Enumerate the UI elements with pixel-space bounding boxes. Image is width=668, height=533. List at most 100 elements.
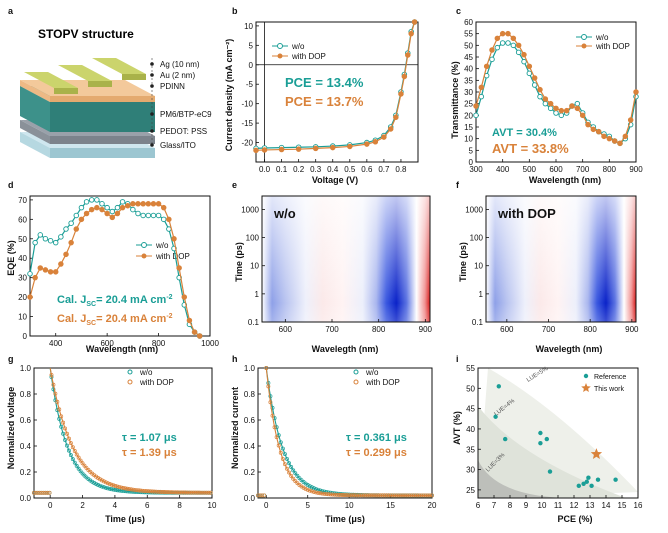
- panel-h-data-point: [305, 487, 310, 492]
- panel-d-dop-data-point: [94, 204, 100, 211]
- panel-e-heatmap: Time (ps) Wavelegth (nm) w/o 600 700 800 900…: [234, 195, 433, 354]
- panel-d-dop-data-point: [104, 210, 110, 217]
- panel-b-ytick-label: 5: [249, 41, 254, 50]
- panel-b-xtick-label: 0.0: [259, 165, 271, 174]
- panel-d-wo-data-point: [73, 212, 80, 219]
- panel-b-dop-data-point: [295, 146, 302, 152]
- panel-d-dop-data-point: [119, 204, 126, 211]
- panel-g-data-point: [68, 441, 73, 446]
- panel-d-dop-data-point: [32, 274, 38, 281]
- panel-i-ytick-label: 45: [466, 405, 475, 414]
- panel-letter-a: a: [8, 6, 14, 16]
- panel-e-xtick-label: 600: [279, 325, 293, 334]
- panel-i-xtick-label: 8: [508, 501, 513, 510]
- panel-d-legend-wo: w/o: [155, 241, 169, 250]
- panel-g-data-point: [103, 480, 108, 485]
- panel-b-xtick-label: 0.1: [276, 165, 288, 174]
- panel-c-ytick-label: 10: [464, 135, 473, 144]
- panel-d-wo-data-point: [99, 201, 105, 207]
- panel-letter-d: d: [8, 180, 14, 190]
- panel-d-eqe-chart: EQE (%) Wavelength (nm) w/o with DOP Cal…: [6, 195, 219, 354]
- panel-h-data-point: [287, 461, 292, 466]
- panel-f-ytick-label: 1: [479, 290, 484, 299]
- panel-d-dop-data-point: [68, 239, 74, 246]
- panel-a-structure: STOPV structure Ag (10 nm) Au (2 nm): [20, 27, 212, 158]
- panel-c-xtick-label: 300: [469, 165, 483, 174]
- panel-i-ylabel: AVT (%): [452, 411, 462, 445]
- panel-i-reference-point: [544, 436, 549, 442]
- panel-d-wo-data-point: [94, 197, 100, 203]
- panel-b-ytick-label: -5: [246, 80, 254, 89]
- panel-g-data-point: [47, 490, 52, 495]
- panel-g-xlabel: Time (μs): [105, 514, 145, 524]
- panel-c-dop-data-point: [627, 117, 634, 123]
- panel-g-data-point: [68, 453, 73, 458]
- panel-c-wo-data-point: [553, 110, 559, 116]
- panel-d-dop-data-point: [47, 269, 54, 275]
- panel-d-dop-data-point: [124, 202, 131, 209]
- panel-e-ytick-label: 1: [255, 290, 260, 299]
- panel-c-wo-data-point: [510, 42, 517, 49]
- panel-i-xtick-label: 7: [492, 501, 497, 510]
- panel-i-reference-point: [589, 483, 594, 489]
- panel-d-ytick-label: 20: [18, 293, 27, 302]
- panel-c-dop-data-point: [510, 35, 517, 42]
- panel-b-xtick-label: 0.3: [310, 165, 322, 174]
- panel-d-dop-series-line: [29, 203, 201, 337]
- panel-b-dop-data-point: [253, 147, 259, 154]
- panel-i-avt-vs-pce: AVT (%) PCE (%) LUE=5%LUE=4%LUE=3%6 7 8 9 10…: [452, 364, 643, 524]
- panel-f-xlabel: Wavelegth (nm): [536, 344, 603, 354]
- panel-g-ytick-label: 0.2: [20, 468, 32, 477]
- panel-d-dop-data-point: [140, 201, 146, 207]
- panel-h-data-point: [282, 462, 287, 467]
- panel-b-pce-dop: PCE = 13.7%: [285, 94, 364, 109]
- panel-b-xtick-label: 0.7: [378, 165, 390, 174]
- panel-g-ytick-label: 0.8: [20, 390, 32, 399]
- panel-b-dop-data-point: [405, 52, 411, 58]
- panel-i-xtick-label: 14: [602, 501, 611, 510]
- panel-d-dop-data-point: [135, 201, 141, 207]
- panel-d-dop-data-point: [191, 329, 198, 335]
- panel-d-xlabel: Wavelength (nm): [86, 344, 158, 354]
- panel-c-dop-data-point: [601, 133, 607, 140]
- panel-d-wo-data-point: [27, 271, 33, 277]
- panel-c-ytick-label: 25: [464, 100, 473, 109]
- panel-g-legend: w/o with DOP: [127, 368, 174, 387]
- panel-d-wo-data-point: [135, 210, 141, 217]
- panel-h-ytick-label: 0.4: [244, 442, 256, 451]
- panel-d-dop-data-point: [114, 210, 121, 217]
- panel-h-legend-dop: with DOP: [365, 378, 400, 387]
- panel-h-xtick-label: 5: [305, 501, 310, 510]
- panel-i-xtick-label: 12: [570, 501, 579, 510]
- panel-b-xtick-label: 0.2: [293, 165, 305, 174]
- panel-f-ytick-label: 0.1: [472, 318, 484, 327]
- panel-c-dop-data-point: [553, 105, 559, 112]
- panel-h-legend: w/o with DOP: [353, 368, 400, 387]
- panel-c-ytick-label: 50: [464, 41, 473, 50]
- panel-i-xtick-label: 16: [634, 501, 643, 510]
- panel-h-xtick-label: 15: [386, 501, 395, 510]
- panel-h-xlabel: Time (μs): [325, 514, 365, 524]
- panel-c-xtick-label: 700: [576, 165, 590, 174]
- panel-f-ytick-label: 1000: [465, 205, 483, 214]
- panel-c-dop-data-point: [558, 107, 565, 114]
- panel-i-reference-point: [547, 469, 553, 474]
- panel-c-wo-data-point: [547, 105, 554, 112]
- panel-letter-h: h: [232, 354, 238, 364]
- panel-d-wo-data-point: [119, 199, 126, 205]
- panel-i-ytick-label: 25: [466, 486, 475, 495]
- panel-h-xtick-label: 20: [428, 501, 437, 510]
- panel-d-dop-data-point: [130, 201, 136, 207]
- panel-g-data-point: [35, 490, 40, 495]
- panel-b-xtick-label: 0.8: [395, 165, 407, 174]
- panel-g-data-point: [80, 461, 85, 466]
- panel-h-data-point: [287, 470, 292, 475]
- panel-c-dop-data-point: [499, 30, 506, 37]
- panel-b-ylabel: Current density (mA cm⁻²): [224, 39, 234, 151]
- panel-c-ytick-label: 35: [464, 76, 473, 85]
- panel-d-wo-data-point: [140, 212, 146, 219]
- panel-d-wo-data-point: [155, 212, 162, 219]
- panel-d-dop-data-point: [166, 216, 172, 223]
- panel-b-xtick-label: 0.6: [361, 165, 373, 174]
